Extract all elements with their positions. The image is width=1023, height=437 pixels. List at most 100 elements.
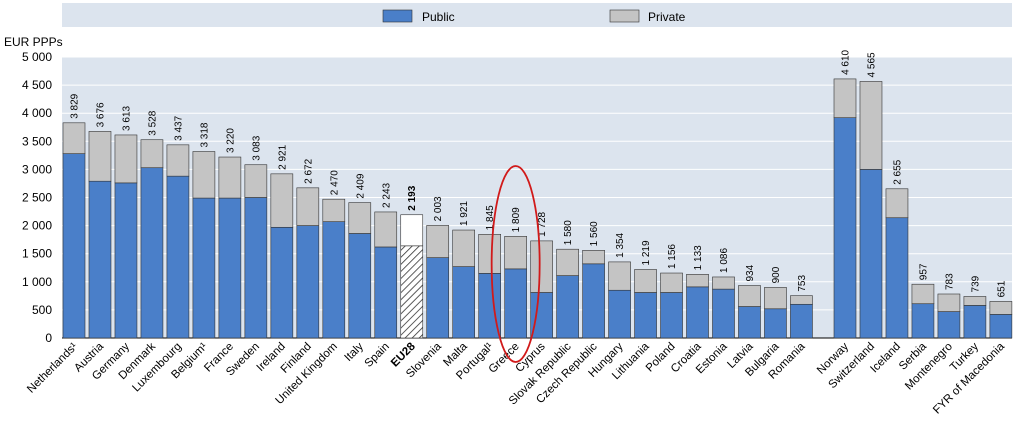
bar-public [426,257,450,339]
bar-public [712,288,735,339]
bar-public [911,303,935,339]
bar-private [686,274,709,288]
legend-label-private: Private [648,10,686,24]
bar-private [833,78,857,118]
bar-private [426,225,450,258]
bar-total-label: 3 318 [199,122,210,147]
bar-private [712,276,735,290]
bar-private [114,134,138,184]
bar-total-label: 3 613 [121,105,132,130]
bar-total-label: 900 [771,266,782,283]
bar-private [989,301,1013,315]
bar-private [556,248,579,276]
y-tick-label: 500 [32,303,52,317]
bar-public [62,153,86,339]
bar-private [244,164,268,198]
bar-private [937,293,961,312]
bar-public [192,197,216,339]
bar-public [885,217,909,339]
bar-total-label: 651 [996,280,1007,297]
bar-private [322,198,346,222]
bar-public [989,314,1013,339]
y-axis-ticks: 0 500 1 000 1 500 2 000 2 500 3 000 3 500 4 000 4… [22,50,52,345]
category-labels: Netherlands¹AustriaGermanyDenmarkLuxembo… [25,340,1007,416]
bar-public [833,117,857,339]
bar-total-label: 1 133 [693,245,704,270]
bar-private [859,81,883,170]
legend-swatch-public [382,9,413,23]
y-tick-label: 3 500 [22,134,52,148]
bar-private [218,156,242,199]
bar-public [660,292,683,339]
bar-public [582,263,605,339]
bar-private [608,261,631,291]
bar-private [296,187,320,226]
bar-total-label: 3 083 [251,135,262,160]
bar-public [937,311,961,339]
y-tick-label: 1 000 [22,275,52,289]
bar-public [296,225,320,339]
bar-private [963,296,987,306]
y-tick-label: 0 [45,331,52,345]
bar-total-label: 4 565 [866,52,877,77]
data-labels: 3 829 3 676 3 613 3 528 3 437 3 318 3 220 3 083… [70,49,1008,297]
bar-public [140,167,164,339]
bar-private [911,283,935,305]
bars [62,78,1013,339]
bar-public [244,197,268,339]
bar-public [764,308,787,339]
bar-public [400,245,424,339]
legend-label-public: Public [422,10,455,24]
bar-public [88,180,112,339]
highlight-ellipse [490,165,541,363]
bar-total-label: 2 409 [355,173,366,198]
bar-private [270,173,294,228]
bar-private [530,240,553,293]
legend-swatch-private [609,9,640,23]
bar-public [374,246,398,339]
bar-private [62,122,86,154]
bar-total-label: 2 003 [433,196,444,221]
bar-public [686,286,709,339]
bar-private [504,236,527,270]
bar-total-label: 2 672 [303,158,314,183]
bar-private [478,234,501,274]
bar-private [634,269,657,293]
bar-public [218,197,242,339]
bar-private [660,272,683,293]
y-tick-label: 3 000 [22,162,52,176]
bar-total-label: 1 156 [667,244,678,269]
bar-total-label: 783 [944,273,955,290]
bar-private [374,211,398,248]
bar-public [504,268,527,339]
bar-private [166,144,190,177]
bar-public [452,266,476,339]
bar-private [192,151,216,199]
bar-public [270,226,294,339]
bar-public [790,303,813,339]
bar-private [88,131,112,182]
highlight-layer [490,165,541,363]
bar-total-label: 739 [970,275,981,292]
category-label: Spain [363,341,392,370]
legend-panel [62,3,1012,27]
bar-private [140,139,164,169]
bar-total-label: 1 809 [511,207,522,232]
bar-private [790,295,813,305]
y-tick-label: 1 500 [22,247,52,261]
y-axis-unit-label: EUR PPPs [4,35,63,49]
bar-total-label: 1 921 [459,201,470,226]
bar-total-label: 2 193 [407,185,418,210]
bar-public [738,306,761,339]
bar-total-label: 1 219 [641,240,652,265]
y-tick-label: 4 500 [22,78,52,92]
bar-private [764,287,787,310]
bar-total-label: 957 [918,263,929,280]
category-label: Netherlands¹ [25,341,80,396]
bar-public [608,289,631,339]
y-tick-label: 2 000 [22,219,52,233]
bar-public [859,169,883,339]
bar-public [634,292,657,339]
bar-total-label: 1 354 [615,232,626,257]
